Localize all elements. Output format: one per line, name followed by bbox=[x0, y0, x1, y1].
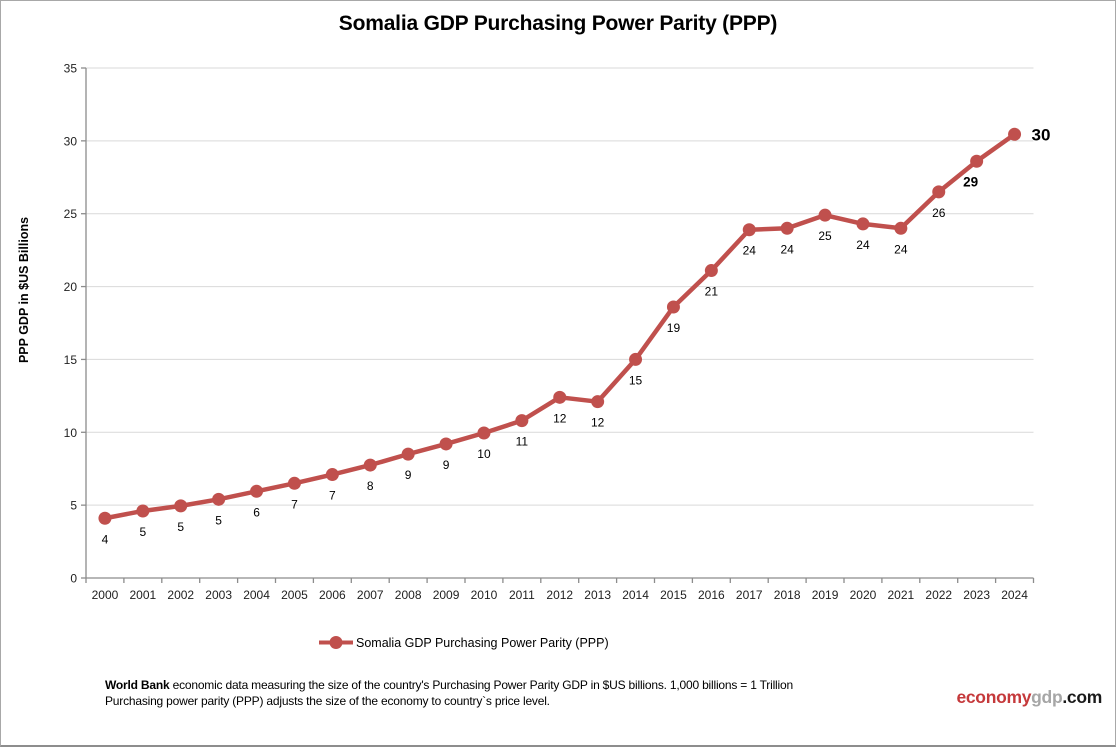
svg-text:11: 11 bbox=[516, 435, 529, 449]
footer-text-1: economic data measuring the size of the … bbox=[172, 678, 794, 692]
svg-text:2006: 2006 bbox=[319, 588, 346, 602]
series-line bbox=[102, 132, 1017, 521]
svg-text:10: 10 bbox=[64, 426, 78, 440]
svg-text:10: 10 bbox=[477, 447, 491, 461]
svg-text:2023: 2023 bbox=[963, 588, 990, 602]
svg-text:24: 24 bbox=[743, 244, 757, 258]
svg-text:2016: 2016 bbox=[698, 588, 725, 602]
svg-text:5: 5 bbox=[140, 525, 147, 539]
footer-text-2: Purchasing power parity (PPP) adjusts th… bbox=[105, 694, 550, 708]
y-tick-labels: 0 5 10 15 20 25 30 35 bbox=[64, 62, 78, 586]
svg-text:2014: 2014 bbox=[622, 588, 649, 602]
economygdp-logo: economygdp.com bbox=[956, 687, 1102, 708]
footer-line-2: Purchasing power parity (PPP) adjusts th… bbox=[105, 693, 935, 709]
legend: Somalia GDP Purchasing Power Parity (PPP… bbox=[318, 635, 609, 650]
svg-text:2007: 2007 bbox=[357, 588, 384, 602]
svg-text:0: 0 bbox=[70, 572, 77, 586]
svg-text:24: 24 bbox=[780, 242, 794, 256]
svg-text:5: 5 bbox=[177, 520, 184, 534]
svg-text:12: 12 bbox=[553, 411, 567, 425]
svg-text:35: 35 bbox=[64, 62, 78, 76]
footer-source: World Bank bbox=[105, 678, 170, 692]
svg-text:2004: 2004 bbox=[243, 588, 270, 602]
svg-text:26: 26 bbox=[932, 206, 946, 220]
svg-text:8: 8 bbox=[367, 479, 374, 493]
svg-text:2000: 2000 bbox=[92, 588, 119, 602]
svg-text:2003: 2003 bbox=[205, 588, 232, 602]
logo-part-economy: economy bbox=[956, 687, 1032, 707]
svg-text:2018: 2018 bbox=[774, 588, 801, 602]
svg-text:25: 25 bbox=[64, 207, 78, 221]
svg-text:2005: 2005 bbox=[281, 588, 308, 602]
svg-text:21: 21 bbox=[705, 285, 719, 299]
svg-text:7: 7 bbox=[329, 489, 336, 503]
data-point-labels: 4 5 5 5 6 7 7 8 9 9 10 11 12 12 15 19 21 24 24 25 24 24 26 29 30 bbox=[102, 125, 1051, 546]
svg-text:9: 9 bbox=[443, 458, 450, 472]
svg-text:5: 5 bbox=[215, 513, 222, 527]
svg-text:2002: 2002 bbox=[167, 588, 194, 602]
svg-text:30: 30 bbox=[1032, 125, 1051, 144]
svg-text:29: 29 bbox=[963, 174, 978, 189]
svg-text:4: 4 bbox=[102, 532, 109, 546]
logo-part-gdp: gdp bbox=[1031, 687, 1063, 707]
footer-note: World Bank economic data measuring the s… bbox=[105, 677, 935, 709]
gridlines bbox=[86, 67, 1034, 506]
legend-label: Somalia GDP Purchasing Power Parity (PPP… bbox=[356, 635, 609, 650]
svg-text:2011: 2011 bbox=[509, 588, 535, 602]
legend-line-marker-icon bbox=[319, 636, 353, 649]
svg-text:2008: 2008 bbox=[395, 588, 422, 602]
svg-text:2021: 2021 bbox=[887, 588, 914, 602]
svg-text:7: 7 bbox=[291, 497, 298, 511]
svg-text:25: 25 bbox=[818, 229, 832, 243]
footer-line-1: World Bank economic data measuring the s… bbox=[105, 677, 935, 693]
svg-text:15: 15 bbox=[629, 373, 643, 387]
logo-part-com: .com bbox=[1062, 687, 1102, 707]
svg-text:24: 24 bbox=[856, 238, 870, 252]
svg-text:9: 9 bbox=[405, 468, 412, 482]
svg-text:24: 24 bbox=[894, 242, 908, 256]
svg-text:2001: 2001 bbox=[129, 588, 156, 602]
svg-text:19: 19 bbox=[667, 321, 681, 335]
svg-text:30: 30 bbox=[64, 134, 78, 148]
svg-text:2012: 2012 bbox=[546, 588, 573, 602]
axes bbox=[81, 67, 1035, 583]
svg-text:15: 15 bbox=[64, 353, 78, 367]
x-tick-labels: 2000 2001 2002 2003 2004 2005 2006 2007 2008 2009… bbox=[92, 588, 1029, 602]
svg-text:2010: 2010 bbox=[471, 588, 498, 602]
svg-text:20: 20 bbox=[64, 280, 78, 294]
svg-text:2020: 2020 bbox=[850, 588, 877, 602]
svg-text:2009: 2009 bbox=[433, 588, 460, 602]
svg-text:2019: 2019 bbox=[812, 588, 839, 602]
data-point-markers bbox=[98, 127, 1022, 525]
svg-text:2022: 2022 bbox=[925, 588, 952, 602]
svg-text:2017: 2017 bbox=[736, 588, 763, 602]
svg-text:2013: 2013 bbox=[584, 588, 611, 602]
svg-text:12: 12 bbox=[591, 416, 605, 430]
svg-text:6: 6 bbox=[253, 505, 260, 519]
svg-text:2015: 2015 bbox=[660, 588, 687, 602]
svg-text:2024: 2024 bbox=[1001, 588, 1028, 602]
chart-title: Somalia GDP Purchasing Power Parity (PPP… bbox=[338, 12, 778, 35]
svg-text:5: 5 bbox=[70, 499, 77, 513]
